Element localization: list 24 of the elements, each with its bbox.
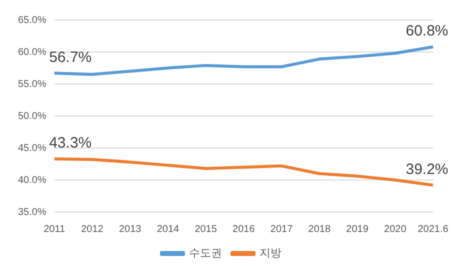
x-tick-label: 2016 <box>232 224 256 235</box>
x-tick-label: 2011 <box>44 224 66 235</box>
data-label: 39.2% <box>406 160 448 178</box>
y-tick-label: 60.0% <box>18 46 46 58</box>
x-tick-label: 2012 <box>81 224 104 235</box>
x-tick-label: 2013 <box>118 224 142 235</box>
x-tick-label: 2015 <box>194 224 218 235</box>
y-tick-label: 40.0% <box>18 174 46 186</box>
x-tick-label: 2017 <box>270 224 294 235</box>
x-tick-label: 2018 <box>308 224 331 235</box>
x-tick-label: 2021.6 <box>418 224 449 235</box>
y-tick-label: 35.0% <box>18 206 46 218</box>
x-tick-label: 2019 <box>346 224 369 235</box>
data-label: 56.7% <box>49 48 92 66</box>
y-tick-label: 45.0% <box>18 142 46 154</box>
data-label: 43.3% <box>49 134 92 152</box>
y-tick-label: 65.0% <box>18 14 46 26</box>
x-tick-label: 2020 <box>384 224 407 235</box>
x-tick-label: 2014 <box>156 224 180 235</box>
legend-label: 수도권 <box>189 248 222 260</box>
legend-label: 지방 <box>260 248 282 260</box>
y-tick-label: 50.0% <box>18 110 46 122</box>
y-tick-label: 55.0% <box>18 78 46 90</box>
data-label: 60.8% <box>406 22 448 40</box>
